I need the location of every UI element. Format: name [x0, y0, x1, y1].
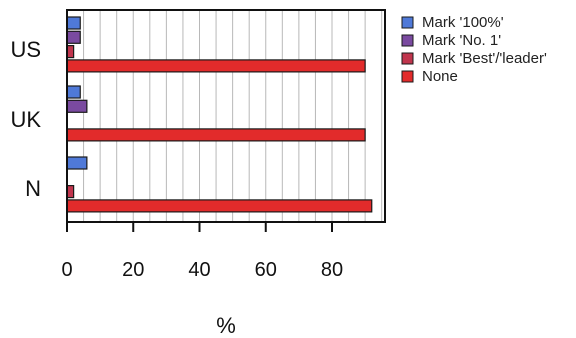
x-axis-title: % [216, 313, 236, 338]
bar-us-series-1 [66, 16, 81, 30]
legend-label: Mark '100%' [422, 14, 504, 31]
plot-frame [66, 9, 386, 223]
bar-us-series-4 [66, 59, 366, 73]
legend-swatch [401, 16, 414, 29]
category-label-us: US [10, 37, 41, 62]
bar-uk-series-1 [66, 85, 81, 99]
bar-uk-series-2 [66, 99, 88, 113]
tick-layer: 0 20 40 60 80 [61, 222, 343, 281]
x-tick-label: 60 [255, 259, 277, 281]
bar-us-series-2 [66, 30, 81, 44]
x-tick-label: 80 [321, 259, 343, 281]
category-label-n: N [25, 176, 41, 201]
bar-n-series-4 [66, 199, 373, 213]
bar-layer [66, 16, 373, 213]
category-layer: US UK N [10, 37, 41, 201]
legend-swatch [401, 34, 414, 47]
legend-swatch [401, 52, 414, 65]
legend: Mark '100%'Mark 'No. 1'Mark 'Best'/'lead… [401, 14, 547, 85]
category-label-uk: UK [10, 107, 41, 132]
legend-label: None [422, 68, 458, 85]
x-tick-label: 20 [122, 259, 144, 281]
bar-n-series-1 [66, 156, 88, 170]
legend-label: Mark 'Best'/'leader' [422, 50, 547, 67]
x-tick-label: 40 [188, 259, 210, 281]
grid-layer [83, 10, 383, 222]
x-tick-label: 0 [61, 259, 72, 281]
bar-uk-series-4 [66, 128, 366, 142]
legend-swatch [401, 70, 414, 83]
legend-label: Mark 'No. 1' [422, 32, 501, 49]
